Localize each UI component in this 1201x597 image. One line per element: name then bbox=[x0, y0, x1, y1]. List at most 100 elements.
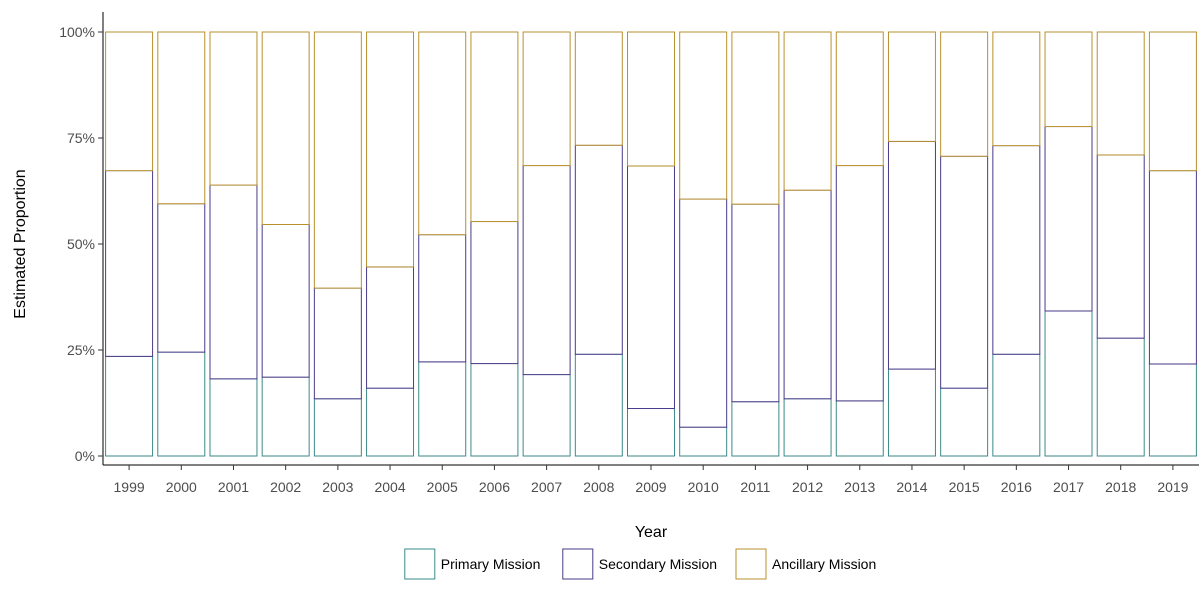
x-tick-label: 2006 bbox=[479, 479, 510, 495]
x-tick-label: 2011 bbox=[740, 479, 770, 495]
bar-segment-secondary-mission-2018 bbox=[1096, 154, 1145, 339]
bar-segment-ancillary-mission-2000 bbox=[157, 31, 206, 205]
bar-segment-secondary-mission-2002 bbox=[261, 224, 310, 378]
bar-segment-ancillary-mission-2006 bbox=[470, 31, 519, 223]
x-tick-label: 2019 bbox=[1157, 479, 1188, 495]
legend-label: Primary Mission bbox=[441, 556, 541, 572]
bar-segment-primary-mission-2003 bbox=[313, 398, 362, 457]
x-tick-label: 2004 bbox=[374, 479, 405, 495]
bar-segment-secondary-mission-2007 bbox=[522, 165, 571, 376]
x-tick-label: 2001 bbox=[218, 479, 249, 495]
bar-segment-primary-mission-1999 bbox=[105, 355, 154, 457]
x-tick-label: 2012 bbox=[792, 479, 823, 495]
x-tick-label: 2015 bbox=[949, 479, 980, 495]
y-ticks-layer: 0% 25% 50% 75% 100% bbox=[59, 24, 103, 464]
x-tick-label: 2002 bbox=[270, 479, 301, 495]
bar-segment-ancillary-mission-2007 bbox=[522, 31, 571, 167]
legend-label: Secondary Mission bbox=[599, 556, 717, 572]
y-tick-label: 25% bbox=[67, 342, 95, 358]
bar-segment-primary-mission-2012 bbox=[783, 398, 832, 457]
bar-segment-secondary-mission-2000 bbox=[157, 203, 206, 353]
legend-label: Ancillary Mission bbox=[772, 556, 876, 572]
bar-segment-primary-mission-2017 bbox=[1044, 310, 1093, 457]
legend-key-secondary-mission bbox=[562, 548, 594, 580]
bar-segment-ancillary-mission-2019 bbox=[1148, 31, 1197, 172]
y-tick-label: 50% bbox=[67, 236, 95, 252]
y-tick-label: 75% bbox=[67, 130, 95, 146]
bar-segment-ancillary-mission-2013 bbox=[835, 31, 884, 167]
x-tick-label: 2018 bbox=[1105, 479, 1136, 495]
bar-segment-ancillary-mission-2011 bbox=[731, 31, 780, 205]
x-tick-label: 2010 bbox=[688, 479, 719, 495]
x-ticks-layer: 1999 2000 2001 2002 2003 2004 2005 2006 2007 2008… bbox=[114, 465, 1189, 495]
bar-segment-secondary-mission-2005 bbox=[418, 234, 467, 363]
y-tick-label: 0% bbox=[75, 448, 95, 464]
bar-segment-primary-mission-2009 bbox=[627, 408, 675, 457]
y-tick-label: 100% bbox=[59, 24, 95, 40]
x-tick-label: 2008 bbox=[583, 479, 614, 495]
bar-segment-secondary-mission-2017 bbox=[1044, 126, 1093, 312]
bar-segment-secondary-mission-2001 bbox=[209, 184, 258, 380]
x-tick-label: 2014 bbox=[896, 479, 927, 495]
x-tick-label: 2016 bbox=[1001, 479, 1032, 495]
bar-segment-secondary-mission-2008 bbox=[574, 144, 623, 355]
bar-segment-primary-mission-2014 bbox=[887, 368, 936, 457]
bar-segment-ancillary-mission-2014 bbox=[887, 31, 936, 142]
x-tick-label: 2007 bbox=[531, 479, 562, 495]
bar-segment-secondary-mission-2012 bbox=[783, 189, 832, 400]
legend: Primary Mission Secondary Mission Ancillar… bbox=[404, 548, 876, 580]
x-tick-label: 2013 bbox=[844, 479, 875, 495]
x-tick-label: 2000 bbox=[166, 479, 197, 495]
bar-segment-primary-mission-2008 bbox=[574, 353, 623, 457]
bar-segment-primary-mission-2001 bbox=[209, 378, 258, 457]
bar-segment-ancillary-mission-2009 bbox=[627, 31, 675, 167]
legend-key-primary-mission bbox=[404, 548, 436, 580]
bar-segment-secondary-mission-2016 bbox=[992, 145, 1041, 355]
bar-segment-secondary-mission-2010 bbox=[679, 198, 728, 428]
bar-segment-secondary-mission-2011 bbox=[731, 203, 780, 403]
bar-segment-secondary-mission-2013 bbox=[835, 165, 884, 402]
bar-segment-primary-mission-2013 bbox=[835, 400, 884, 457]
bar-segment-secondary-mission-2014 bbox=[887, 140, 936, 370]
bar-segment-primary-mission-2002 bbox=[261, 376, 310, 457]
bar-segment-primary-mission-2004 bbox=[366, 387, 415, 457]
x-tick-label: 2005 bbox=[427, 479, 458, 495]
bar-segment-primary-mission-2019 bbox=[1148, 363, 1197, 457]
bar-segment-secondary-mission-2004 bbox=[366, 266, 415, 389]
x-axis-title: Year bbox=[635, 524, 668, 541]
bar-segment-secondary-mission-1999 bbox=[105, 170, 154, 357]
x-tick-label: 2009 bbox=[635, 479, 666, 495]
bar-segment-ancillary-mission-1999 bbox=[105, 31, 154, 172]
bar-segment-ancillary-mission-2004 bbox=[366, 31, 415, 268]
bar-segment-primary-mission-2007 bbox=[522, 374, 571, 457]
bar-segment-ancillary-mission-2012 bbox=[783, 31, 832, 191]
bar-segment-primary-mission-2000 bbox=[157, 351, 206, 457]
bar-segment-primary-mission-2011 bbox=[731, 401, 780, 457]
bar-segment-secondary-mission-2006 bbox=[470, 221, 519, 365]
bar-segment-primary-mission-2016 bbox=[992, 353, 1041, 457]
x-tick-label: 1999 bbox=[114, 479, 145, 495]
bar-segment-primary-mission-2015 bbox=[940, 387, 989, 457]
bar-segment-ancillary-mission-2003 bbox=[313, 31, 362, 289]
bar-segment-primary-mission-2010 bbox=[679, 426, 728, 457]
legend-key-ancillary-mission bbox=[735, 548, 767, 580]
bar-segment-ancillary-mission-2015 bbox=[940, 31, 989, 157]
bar-segment-primary-mission-2018 bbox=[1096, 337, 1145, 457]
bars-layer bbox=[105, 31, 1197, 457]
x-tick-label: 2017 bbox=[1053, 479, 1084, 495]
bar-segment-ancillary-mission-2017 bbox=[1044, 31, 1093, 128]
bar-segment-ancillary-mission-2002 bbox=[261, 31, 310, 225]
bar-segment-primary-mission-2005 bbox=[418, 361, 467, 457]
bar-segment-ancillary-mission-2008 bbox=[574, 31, 623, 146]
bar-segment-primary-mission-2006 bbox=[470, 363, 519, 457]
bar-segment-ancillary-mission-2001 bbox=[209, 31, 258, 186]
y-axis-title: Estimated Proportion bbox=[12, 169, 29, 318]
bar-segment-ancillary-mission-2010 bbox=[679, 31, 728, 200]
bar-segment-ancillary-mission-2005 bbox=[418, 31, 467, 236]
x-tick-label: 2003 bbox=[322, 479, 353, 495]
bar-segment-secondary-mission-2003 bbox=[313, 287, 362, 400]
bar-segment-ancillary-mission-2018 bbox=[1096, 31, 1145, 156]
bar-segment-secondary-mission-2015 bbox=[940, 155, 989, 389]
